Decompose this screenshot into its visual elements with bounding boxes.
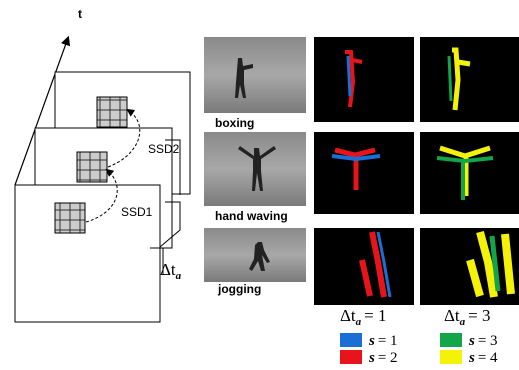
figure: t SSD2 SSD1 Δta boxing hand waving joggi…: [0, 0, 519, 370]
subscript: a: [356, 316, 362, 328]
photos: [204, 37, 306, 282]
variable: s: [368, 333, 375, 349]
column-header: Δta= 3: [444, 306, 491, 328]
motion-panels: [314, 37, 519, 305]
symbol: Δt: [340, 306, 356, 325]
symbol: Δt: [160, 260, 176, 279]
frame-gap: Δta: [160, 260, 182, 282]
row-label: boxing: [215, 116, 254, 130]
legend-swatch: [440, 350, 462, 364]
subscript: a: [460, 316, 466, 328]
legend-swatch: [440, 333, 462, 347]
row-label: jogging: [217, 282, 261, 296]
symbol: Δt: [444, 306, 460, 325]
legend-swatch: [340, 350, 362, 364]
subscript: a: [176, 270, 182, 282]
equation: = 1: [378, 333, 398, 349]
variable: s: [468, 333, 475, 349]
ssd-label: SSD2: [148, 142, 180, 156]
equation: = 2: [378, 350, 398, 366]
legend-label: s= 1: [368, 333, 398, 349]
patch: [77, 152, 107, 182]
axis-label: t: [78, 7, 82, 21]
legend-label: s= 3: [468, 333, 498, 349]
equation: = 3: [468, 306, 490, 325]
ssd-label: SSD1: [121, 205, 153, 219]
legend-label: s= 4: [468, 350, 498, 366]
legend-label: s= 2: [368, 350, 398, 366]
legend: s= 1s= 2s= 3s= 4: [340, 333, 498, 366]
patch: [97, 97, 127, 127]
variable: s: [468, 350, 475, 366]
patch: [55, 203, 85, 233]
row-label: hand waving: [215, 209, 288, 223]
column-header: Δta= 1: [340, 306, 387, 328]
equation: = 3: [478, 333, 498, 349]
legend-swatch: [340, 333, 362, 347]
equation: = 4: [478, 350, 498, 366]
variable: s: [368, 350, 375, 366]
equation: = 1: [364, 306, 386, 325]
